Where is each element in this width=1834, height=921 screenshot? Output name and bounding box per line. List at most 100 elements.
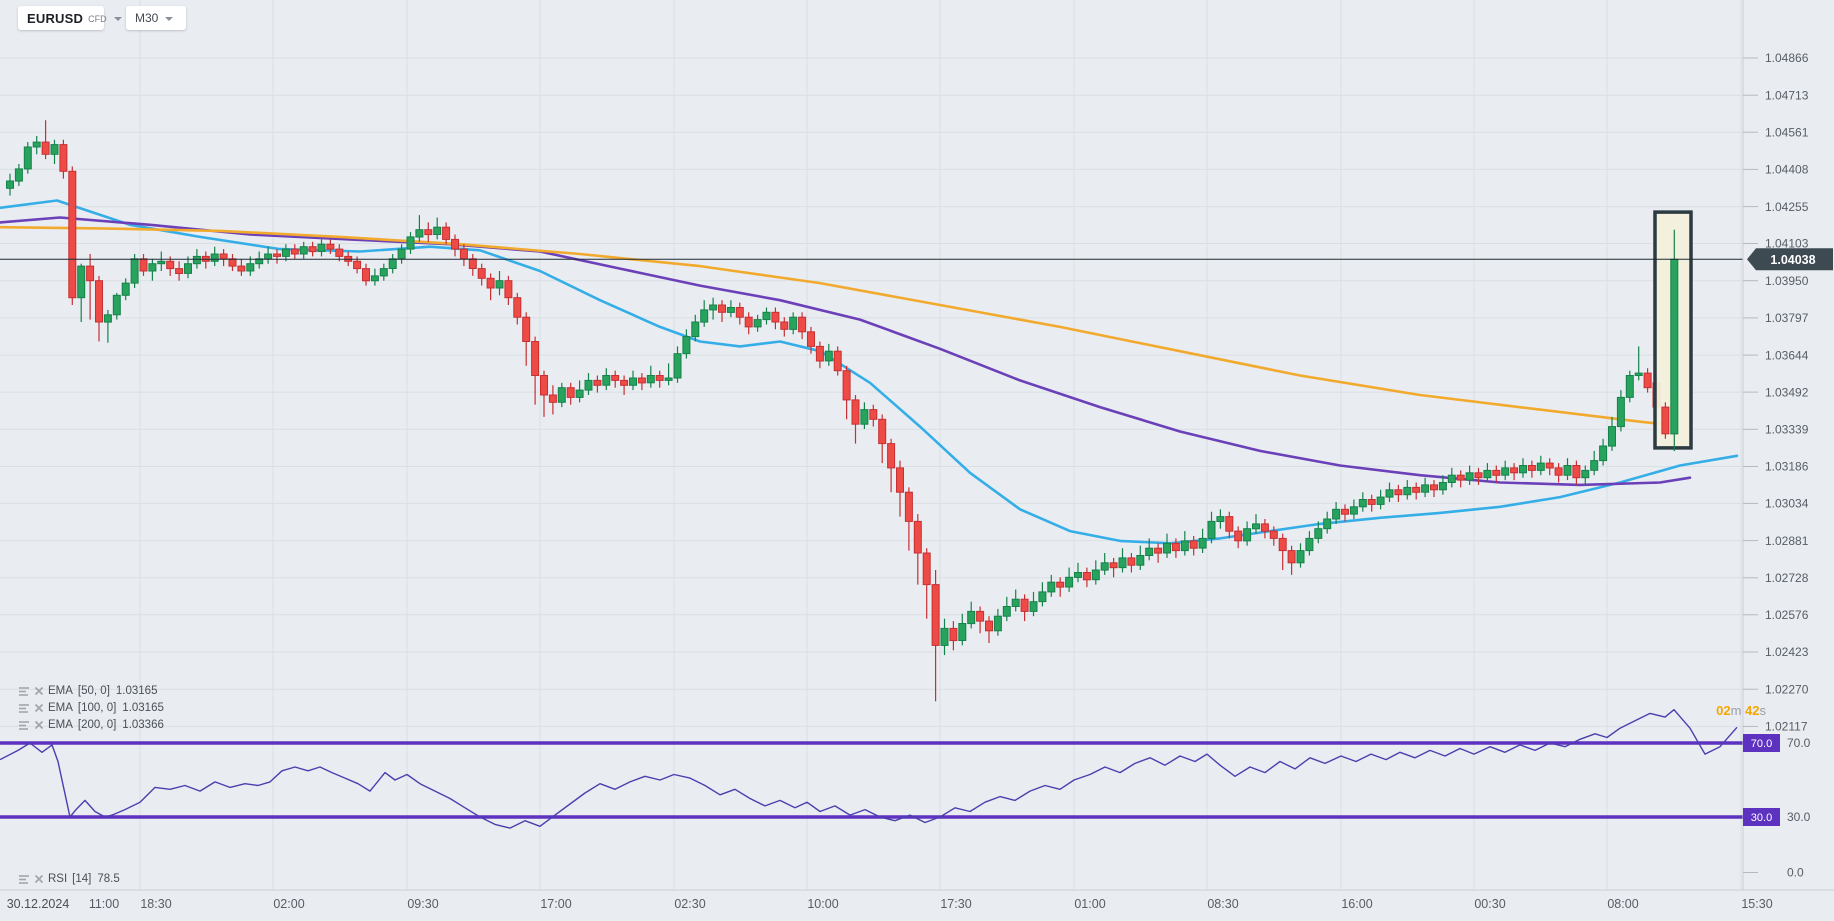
axis-label: 1.03186	[1765, 460, 1809, 474]
candle	[958, 623, 967, 641]
candle	[451, 238, 459, 250]
rsi-line	[0, 709, 1738, 829]
candle	[1554, 467, 1563, 476]
candle	[931, 584, 940, 646]
indicator-remove-icon[interactable]	[34, 874, 44, 884]
axis-label: 0.0	[1787, 866, 1804, 880]
candle	[824, 350, 833, 362]
axis-label: 1.04103	[1765, 237, 1809, 251]
current-price-badge	[1747, 248, 1833, 271]
candle	[887, 443, 896, 469]
candle	[620, 379, 629, 386]
candle	[1447, 474, 1456, 484]
candle	[664, 377, 673, 381]
candle	[166, 260, 175, 270]
candle	[397, 248, 406, 260]
indicator-settings-icon[interactable]	[18, 873, 30, 885]
indicator-params: [200, 0]	[77, 718, 117, 731]
candle	[1260, 523, 1269, 532]
candle	[406, 236, 415, 250]
candle	[718, 304, 726, 313]
bar-countdown: 02m 42s	[1716, 703, 1766, 718]
symbol-selector-button[interactable]: EURUSD CFD	[18, 6, 122, 30]
candle	[1234, 530, 1243, 542]
axis-label: 00:30	[1474, 897, 1505, 911]
candle	[1154, 547, 1163, 554]
axis-label: 17:00	[540, 897, 571, 911]
candle	[1100, 562, 1109, 571]
candle	[1243, 528, 1252, 542]
candle	[682, 336, 691, 355]
candle	[103, 314, 112, 323]
candle	[1599, 445, 1608, 462]
candle	[486, 277, 495, 289]
candle	[548, 394, 557, 403]
candle	[744, 316, 753, 328]
candle	[851, 399, 860, 425]
candle	[112, 294, 121, 316]
candle	[1225, 516, 1234, 532]
candle	[290, 248, 299, 255]
candle	[513, 297, 522, 318]
axis-label: 30.0	[1751, 812, 1772, 824]
candle	[1421, 484, 1430, 493]
candle	[1590, 460, 1599, 471]
candle	[184, 263, 192, 274]
candle	[1519, 465, 1527, 474]
candle	[1456, 474, 1465, 481]
axis-label: 11:00	[89, 897, 119, 911]
ema-indicator-legend: EMA [50, 0] 1.03165 EMA [100, 0] 1.03165 EMA [2…	[18, 682, 164, 733]
indicator-name: EMA	[48, 684, 73, 697]
indicator-settings-icon[interactable]	[18, 719, 30, 731]
candle	[896, 467, 904, 493]
candle	[175, 268, 184, 275]
countdown-seconds-unit: s	[1759, 703, 1767, 718]
candle	[1020, 598, 1029, 612]
candle	[993, 615, 1002, 632]
candle	[1171, 542, 1180, 552]
candle	[949, 627, 958, 642]
countdown-seconds: 42	[1745, 703, 1760, 718]
candle	[23, 146, 32, 170]
indicator-params: [100, 0]	[77, 701, 117, 714]
candle	[1527, 465, 1536, 471]
grid	[0, 0, 1743, 890]
candle	[1358, 499, 1367, 508]
candle	[1109, 562, 1118, 569]
candle	[1572, 465, 1581, 479]
indicator-settings-icon[interactable]	[18, 685, 30, 697]
indicator-value: 78.5	[97, 872, 120, 885]
axis-label: 30.12.2024	[7, 897, 70, 911]
axis-label: 1.04561	[1765, 125, 1809, 139]
candle	[442, 226, 451, 240]
candle	[673, 353, 682, 379]
candle	[762, 311, 771, 321]
candle	[1314, 528, 1323, 539]
candle	[789, 316, 798, 330]
rsi-pane	[0, 709, 1743, 829]
price-axis[interactable]: 1.04866 1.04713 1.04561 1.04408 1.04255 1.041…	[1743, 51, 1833, 880]
candle	[557, 387, 566, 403]
countdown-minutes-unit: m	[1730, 703, 1742, 718]
axis-label: 18:30	[140, 897, 171, 911]
candle	[646, 375, 655, 384]
axis-label: 1.02728	[1765, 571, 1809, 585]
indicator-remove-icon[interactable]	[34, 703, 44, 713]
indicator-settings-icon[interactable]	[18, 702, 30, 714]
axis-label: 08:30	[1207, 897, 1238, 911]
candle	[1252, 523, 1260, 530]
indicator-remove-icon[interactable]	[34, 686, 44, 696]
candle	[1536, 462, 1545, 471]
indicator-remove-icon[interactable]	[34, 720, 44, 730]
candle	[210, 253, 219, 262]
time-axis[interactable]: 30.12.2024 11:00 18:30 02:00 09:30 17:00 02:30…	[7, 897, 1773, 911]
timeframe-selector-button[interactable]: M30	[126, 6, 186, 30]
candle	[59, 144, 68, 172]
candle	[1029, 601, 1038, 612]
candle	[1047, 581, 1056, 593]
ema-100-line	[0, 216, 1692, 487]
candle	[1287, 550, 1296, 564]
axis-label: 1.02270	[1765, 682, 1809, 696]
candle	[869, 409, 878, 420]
